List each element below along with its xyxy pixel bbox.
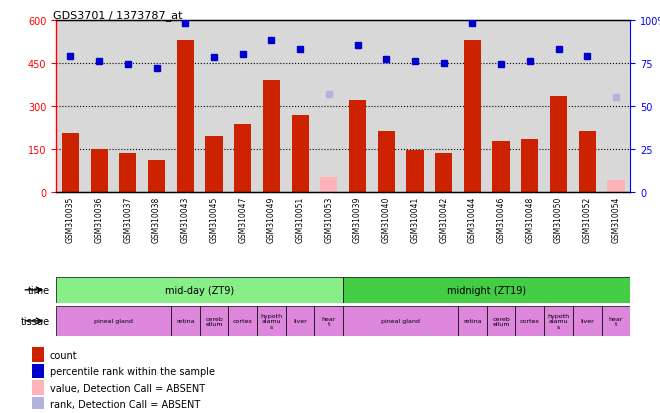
Bar [515,306,544,336]
Bar [550,96,567,192]
Bar [62,133,79,192]
Text: cereb
ellum: cereb ellum [492,316,510,326]
Text: liver: liver [293,318,307,324]
Text: liver: liver [580,318,594,324]
Bar [205,136,222,192]
Bar [521,139,539,192]
Bar [32,364,44,378]
Text: pineal gland: pineal gland [381,318,420,324]
Bar [234,125,251,192]
Bar [171,306,199,336]
Text: percentile rank within the sample: percentile rank within the sample [50,366,215,376]
Text: cortex: cortex [520,318,540,324]
Text: GSM310043: GSM310043 [181,197,190,243]
Text: cortex: cortex [233,318,253,324]
Text: count: count [50,350,78,360]
Text: GSM310044: GSM310044 [468,197,477,243]
Text: GSM310054: GSM310054 [611,197,620,243]
Bar [607,180,624,192]
Text: GSM310042: GSM310042 [439,197,448,243]
Text: pineal gland: pineal gland [94,318,133,324]
Bar [32,397,44,411]
Text: GSM310039: GSM310039 [353,197,362,243]
Text: GSM310040: GSM310040 [381,197,391,243]
Bar [56,277,343,303]
Bar [119,154,137,192]
Bar [263,81,280,192]
Bar [544,306,573,336]
Text: value, Detection Call = ABSENT: value, Detection Call = ABSENT [50,383,205,393]
Bar [343,277,630,303]
Bar [343,306,458,336]
Bar [349,101,366,192]
Text: hypoth
alamu
s: hypoth alamu s [547,313,570,329]
Bar [602,306,630,336]
Bar [464,40,481,192]
Text: GSM310041: GSM310041 [411,197,420,243]
Text: hypoth
alamu
s: hypoth alamu s [260,313,282,329]
Bar [228,306,257,336]
Text: GSM310051: GSM310051 [296,197,305,243]
Bar [378,132,395,192]
Bar [407,151,424,192]
Text: GSM310047: GSM310047 [238,197,248,243]
Bar [90,150,108,192]
Bar [148,161,165,192]
Text: tissue: tissue [20,316,50,326]
Text: mid-day (ZT9): mid-day (ZT9) [165,285,234,295]
Bar [458,306,486,336]
Bar [32,347,44,362]
Bar [320,178,337,192]
Text: GSM310049: GSM310049 [267,197,276,243]
Bar [56,306,171,336]
Text: hear
t: hear t [609,316,623,326]
Text: retina: retina [463,318,482,324]
Text: hear
t: hear t [321,316,336,326]
Text: GSM310050: GSM310050 [554,197,563,243]
Text: GSM310037: GSM310037 [123,197,133,243]
Bar [286,306,314,336]
Text: GSM310045: GSM310045 [209,197,218,243]
Text: retina: retina [176,318,195,324]
Text: GDS3701 / 1373787_at: GDS3701 / 1373787_at [53,10,183,21]
Bar [257,306,286,336]
Bar [579,132,596,192]
Bar [486,306,515,336]
Bar [32,380,44,395]
Text: GSM310046: GSM310046 [496,197,506,243]
Bar [199,306,228,336]
Text: GSM310035: GSM310035 [66,197,75,243]
Text: time: time [27,285,50,295]
Bar [435,154,452,192]
Text: GSM310053: GSM310053 [324,197,333,243]
Text: GSM310052: GSM310052 [583,197,592,243]
Bar [573,306,602,336]
Bar [292,116,309,192]
Text: GSM310036: GSM310036 [94,197,104,243]
Bar [314,306,343,336]
Text: cereb
ellum: cereb ellum [205,316,223,326]
Text: midnight (ZT19): midnight (ZT19) [447,285,526,295]
Text: rank, Detection Call = ABSENT: rank, Detection Call = ABSENT [50,399,200,409]
Bar [177,40,194,192]
Text: GSM310038: GSM310038 [152,197,161,243]
Text: GSM310048: GSM310048 [525,197,535,243]
Bar [492,142,510,192]
